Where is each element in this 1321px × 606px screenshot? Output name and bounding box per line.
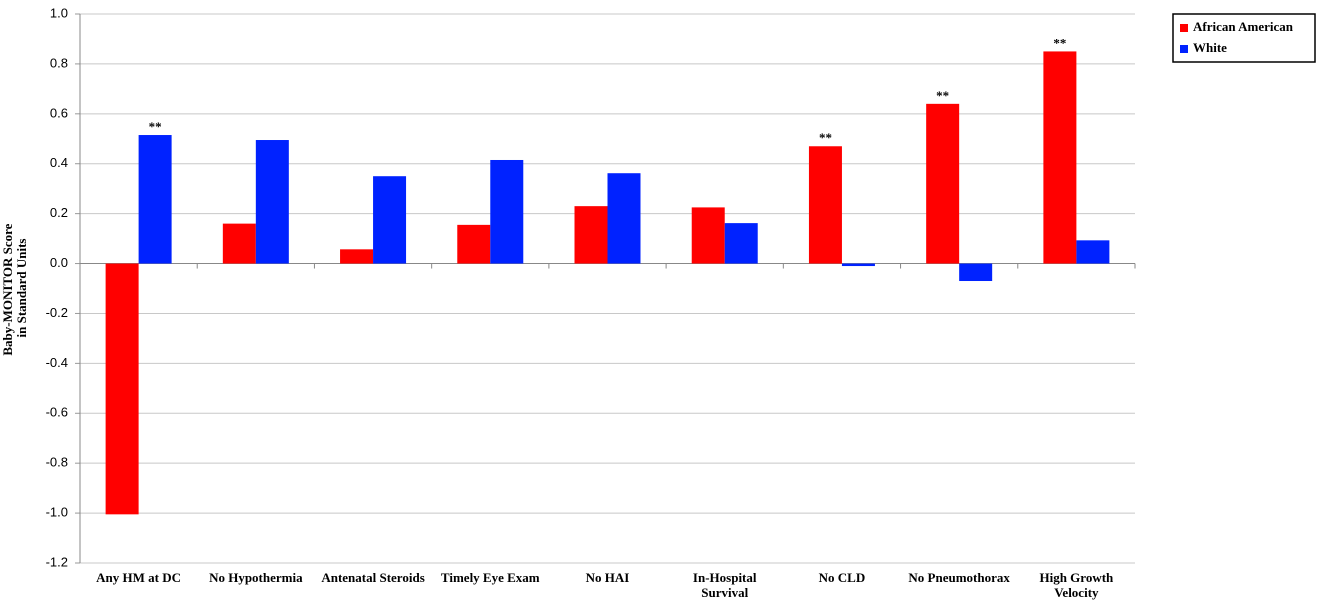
bar: [841, 263, 875, 267]
x-tick-label: No Hypothermia: [209, 570, 303, 585]
y-tick-label: -0.6: [46, 405, 68, 420]
bar: [105, 263, 139, 515]
bar: [724, 223, 758, 264]
bar: [1043, 51, 1077, 264]
x-tick-label: Any HM at DC: [96, 570, 181, 585]
bar: [959, 263, 993, 282]
significance-marker: **: [1053, 35, 1066, 50]
significance-marker: **: [936, 88, 949, 103]
bar: [340, 249, 374, 264]
bar: [691, 207, 725, 264]
x-tick-label: No CLD: [819, 570, 866, 585]
y-tick-label: -0.4: [46, 355, 68, 370]
bar: [574, 206, 608, 264]
y-tick-label: 0.6: [50, 105, 68, 120]
legend-swatch: [1180, 24, 1188, 32]
y-tick-label: 0.8: [50, 55, 68, 70]
y-axis-title-line: in Standard Units: [14, 239, 29, 338]
bar: [373, 176, 407, 264]
x-tick-label: No HAI: [586, 570, 630, 585]
y-tick-label: -1.2: [46, 554, 68, 569]
bar: [607, 173, 641, 264]
y-tick-label: -0.2: [46, 305, 68, 320]
bar: [222, 223, 256, 264]
y-axis-title: Baby-MONITOR Score in Standard Units: [0, 220, 29, 355]
y-tick-label: 1.0: [50, 5, 68, 20]
y-tick-label: 0.2: [50, 205, 68, 220]
legend-label: African American: [1193, 19, 1294, 34]
y-tick-label: -0.8: [46, 455, 68, 470]
x-tick-label: Antenatal Steroids: [321, 570, 424, 585]
y-tick-label: 0.4: [50, 155, 68, 170]
bar: [490, 159, 524, 264]
y-tick-label: -1.0: [46, 505, 68, 520]
bar: [138, 135, 172, 264]
bar: [926, 103, 960, 264]
legend-swatch: [1180, 45, 1188, 53]
significance-marker: **: [149, 119, 162, 134]
y-tick-label: 0.0: [50, 255, 68, 270]
x-tick-label: Timely Eye Exam: [441, 570, 540, 585]
y-axis-title-line: Baby-MONITOR Score: [0, 223, 15, 355]
bar: [255, 140, 289, 264]
x-tick-label: High Growth Velocity: [1039, 570, 1114, 600]
x-tick-label: In-Hospital Survival: [693, 570, 757, 600]
bar: [1076, 240, 1110, 264]
legend-box: [1172, 13, 1316, 63]
significance-marker: **: [819, 130, 832, 145]
bar: [808, 146, 842, 264]
bar: [457, 224, 491, 264]
x-tick-label: No Pneumothorax: [908, 570, 1010, 585]
legend-label: White: [1193, 40, 1227, 55]
